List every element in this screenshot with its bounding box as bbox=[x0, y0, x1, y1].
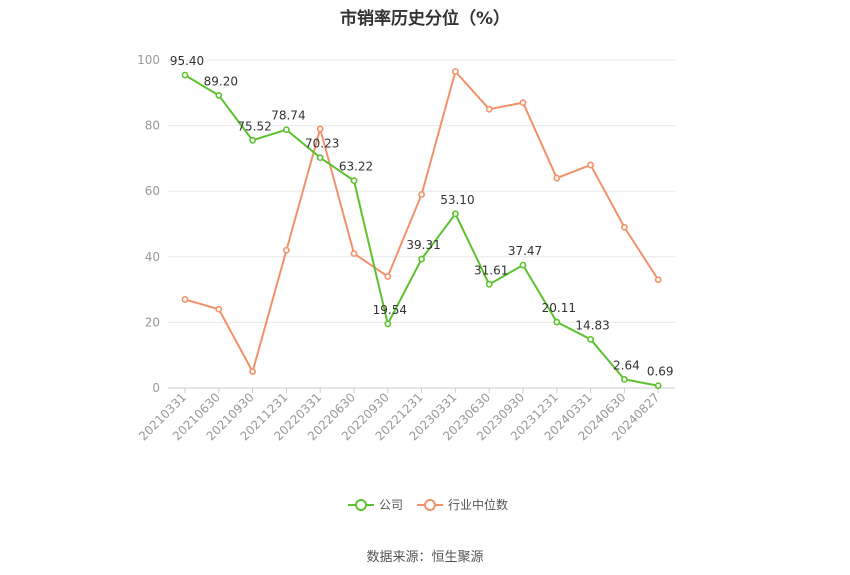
legend-label: 公司 bbox=[379, 498, 403, 512]
data-point bbox=[181, 71, 189, 79]
data-point bbox=[654, 276, 662, 284]
data-point bbox=[418, 255, 425, 263]
data-label: 39.31 bbox=[406, 238, 440, 252]
y-tick-label: 100 bbox=[137, 53, 160, 67]
data-label: 63.22 bbox=[339, 160, 373, 174]
y-tick-label: 40 bbox=[145, 250, 160, 264]
data-point bbox=[181, 296, 189, 303]
data-point bbox=[553, 318, 561, 326]
source-note: 数据来源：恒生聚源 bbox=[366, 550, 484, 565]
data-label: 37.47 bbox=[508, 244, 542, 258]
data-label: 20.11 bbox=[542, 301, 576, 315]
data-point bbox=[350, 250, 358, 257]
data-point bbox=[215, 305, 223, 313]
data-point bbox=[519, 261, 527, 269]
data-point bbox=[451, 210, 459, 218]
data-point bbox=[485, 280, 493, 288]
data-point bbox=[249, 368, 256, 375]
data-label: 0.69 bbox=[647, 365, 674, 379]
data-point bbox=[587, 161, 594, 169]
data-point bbox=[553, 174, 561, 182]
chart-title: 市销率历史分位（%） bbox=[339, 9, 511, 29]
data-label: 75.52 bbox=[237, 119, 271, 133]
data-label: 89.20 bbox=[204, 74, 238, 88]
data-point bbox=[384, 273, 392, 280]
data-point bbox=[316, 154, 324, 162]
data-point bbox=[215, 92, 223, 99]
data-label: 2.64 bbox=[613, 358, 640, 372]
data-point bbox=[621, 223, 628, 231]
y-tick-label: 80 bbox=[145, 119, 160, 133]
data-point bbox=[587, 335, 594, 343]
data-point bbox=[451, 68, 459, 75]
data-label: 53.10 bbox=[440, 193, 474, 207]
data-point bbox=[654, 382, 662, 390]
data-point bbox=[282, 246, 290, 254]
data-point bbox=[249, 136, 256, 144]
data-point bbox=[384, 320, 392, 328]
y-tick-label: 60 bbox=[145, 184, 160, 198]
data-label: 78.74 bbox=[271, 109, 305, 123]
data-label: 19.54 bbox=[373, 303, 407, 317]
legend-swatch-marker bbox=[355, 499, 367, 511]
data-label: 95.40 bbox=[170, 54, 204, 68]
data-point bbox=[485, 105, 493, 113]
y-tick-label: 0 bbox=[152, 381, 160, 395]
data-point bbox=[316, 125, 324, 133]
data-label: 14.83 bbox=[575, 318, 609, 332]
y-tick-label: 20 bbox=[145, 315, 160, 329]
data-point bbox=[282, 126, 290, 134]
data-point bbox=[519, 99, 527, 107]
data-point bbox=[418, 191, 425, 198]
data-label: 31.61 bbox=[474, 263, 508, 277]
legend-swatch-marker bbox=[424, 499, 436, 511]
data-point bbox=[621, 375, 628, 383]
legend-label: 行业中位数 bbox=[448, 497, 508, 512]
data-label: 70.23 bbox=[305, 137, 339, 151]
data-point bbox=[350, 177, 358, 185]
